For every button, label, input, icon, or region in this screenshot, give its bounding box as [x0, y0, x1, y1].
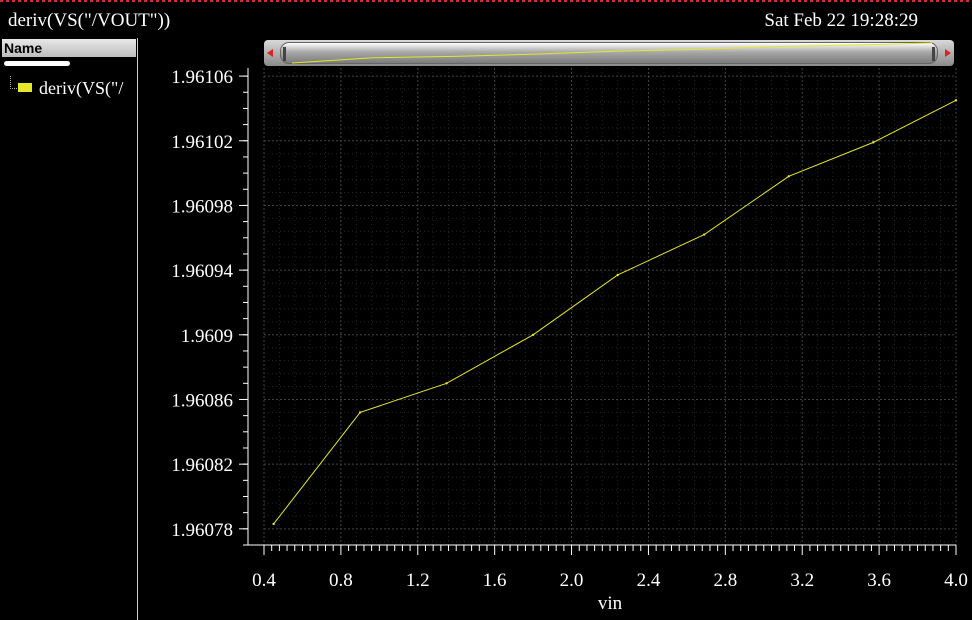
y-tick-label: 1.96082 — [171, 455, 233, 476]
y-tick-label: 1.96094 — [171, 261, 233, 282]
legend-panel: Name deriv(VS("/ — [0, 38, 138, 620]
legend-swatch-icon — [18, 83, 32, 92]
series-point[interactable] — [531, 333, 535, 336]
x-tick-label: 1.6 — [483, 570, 507, 591]
series-point[interactable] — [616, 273, 619, 277]
y-tick-label: 1.96086 — [171, 390, 233, 411]
x-tick-label: 2.8 — [713, 570, 737, 591]
series-point[interactable] — [272, 522, 275, 526]
scroll-right-arrow-icon[interactable] — [945, 49, 951, 57]
x-zoom-scrollbar[interactable] — [264, 40, 954, 66]
legend-entry-label[interactable]: deriv(VS("/ — [39, 78, 124, 98]
legend-scrollbar[interactable] — [4, 61, 70, 66]
y-tick-label: 1.96106 — [171, 67, 233, 88]
series-point[interactable] — [954, 99, 958, 102]
legend-header[interactable]: Name — [2, 39, 136, 57]
timestamp: Sat Feb 22 19:28:29 — [764, 10, 918, 31]
x-tick-label: 0.4 — [252, 570, 276, 591]
y-tick-label: 1.96098 — [171, 196, 233, 217]
thumb-left-grip-icon[interactable] — [283, 47, 286, 61]
tree-connector-icon — [10, 76, 17, 89]
x-tick-label: 3.2 — [790, 570, 814, 591]
y-tick-label: 1.96078 — [171, 520, 233, 541]
x-tick-label: 0.8 — [329, 570, 353, 591]
window-title: deriv(VS("/VOUT")) — [8, 10, 171, 31]
y-tick-label: 1.9609 — [181, 326, 233, 347]
series-point[interactable] — [702, 233, 706, 236]
series-point[interactable] — [445, 382, 448, 385]
y-tick-label: 1.96102 — [171, 132, 233, 153]
series-point[interactable] — [787, 175, 790, 178]
scroll-left-arrow-icon[interactable] — [267, 49, 273, 57]
series-point[interactable] — [872, 141, 875, 144]
series-point[interactable] — [358, 411, 362, 414]
scrollbar-trace-preview — [291, 42, 933, 64]
window-top-border — [0, 0, 972, 2]
x-tick-label: 1.2 — [406, 570, 430, 591]
x-tick-label: 2.0 — [560, 570, 584, 591]
x-axis-label: vin — [598, 593, 623, 614]
x-tick-label: 4.0 — [944, 570, 968, 591]
series-line-deriv-vout[interactable] — [273, 99, 957, 525]
thumb-right-grip-icon[interactable] — [932, 47, 935, 61]
x-tick-label: 3.6 — [867, 570, 891, 591]
x-tick-label: 2.4 — [637, 570, 661, 591]
scrollbar-thumb[interactable] — [280, 42, 938, 64]
